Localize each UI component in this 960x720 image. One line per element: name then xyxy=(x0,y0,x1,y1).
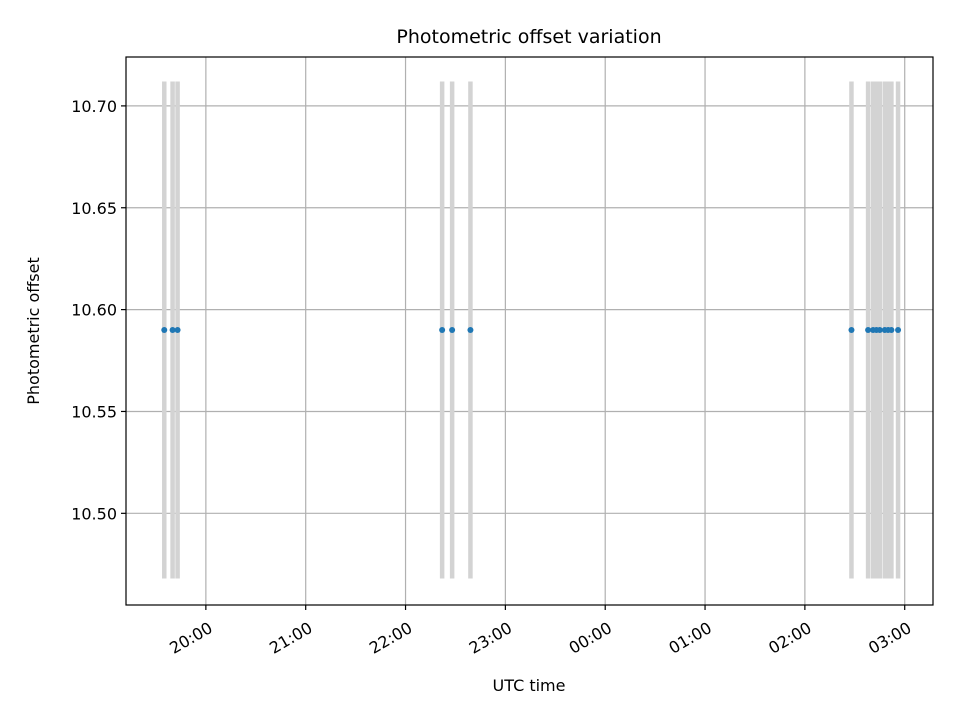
chart-title: Photometric offset variation xyxy=(396,26,661,48)
data-point xyxy=(848,326,855,333)
data-point xyxy=(439,326,446,333)
data-point xyxy=(865,326,872,333)
y-axis-label: Photometric offset xyxy=(24,257,43,405)
data-point xyxy=(161,326,168,333)
data-point xyxy=(888,326,895,333)
data-point xyxy=(174,326,181,333)
y-tick-label: 10.50 xyxy=(71,504,117,523)
data-point xyxy=(876,326,883,333)
data-point xyxy=(169,326,176,333)
y-tick-label: 10.65 xyxy=(71,199,117,218)
data-points xyxy=(161,326,902,333)
y-tick-label: 10.55 xyxy=(71,402,117,421)
data-point xyxy=(449,326,456,333)
grid xyxy=(126,57,933,605)
y-tick-label: 10.70 xyxy=(71,97,117,116)
plot-frame xyxy=(125,56,934,606)
data-point xyxy=(895,326,902,333)
x-axis-label: UTC time xyxy=(493,676,566,695)
y-tick-label: 10.60 xyxy=(71,301,117,320)
data-point xyxy=(467,326,474,333)
